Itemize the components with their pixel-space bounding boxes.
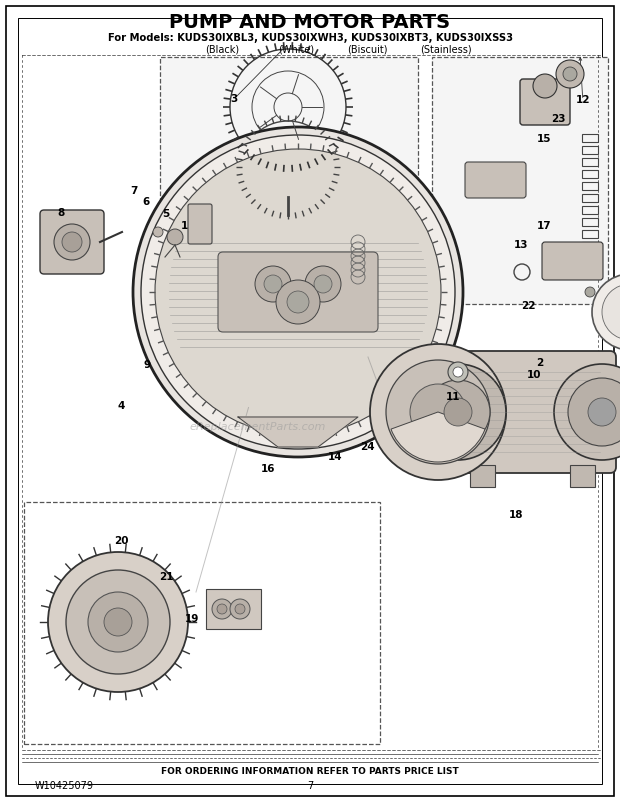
Circle shape [453,367,463,377]
FancyBboxPatch shape [40,210,104,274]
Text: 7: 7 [130,186,138,196]
Text: 13: 13 [513,240,528,249]
Text: (Stainless): (Stainless) [420,45,472,55]
Text: 11: 11 [445,392,460,402]
Bar [582,242,598,250]
Bar [582,134,598,142]
Circle shape [62,232,82,252]
Text: 22: 22 [521,302,536,311]
Bar [470,465,495,487]
Bar [582,230,598,238]
Bar [582,218,598,226]
Circle shape [592,274,620,350]
Bar [280,212,296,222]
Circle shape [386,360,490,464]
Text: 23: 23 [551,114,565,124]
Text: 12: 12 [575,95,590,105]
Circle shape [212,599,232,619]
FancyBboxPatch shape [542,242,603,280]
Bar [582,182,598,190]
Circle shape [588,398,616,426]
Bar [160,57,418,202]
Circle shape [370,344,506,480]
Text: For Models: KUDS30IXBL3, KUDS30IXWH3, KUDS30IXBT3, KUDS30IXSS3: For Models: KUDS30IXBL3, KUDS30IXWH3, KU… [107,33,513,43]
Text: 16: 16 [260,464,275,474]
Circle shape [230,599,250,619]
Circle shape [554,364,620,460]
Bar [206,589,261,629]
Circle shape [155,149,441,435]
Circle shape [264,275,282,293]
Circle shape [287,291,309,313]
Text: (Biscuit): (Biscuit) [347,45,388,55]
Text: 2: 2 [536,358,543,367]
Circle shape [410,384,466,440]
Circle shape [104,608,132,636]
Circle shape [533,74,557,98]
Circle shape [141,135,455,449]
FancyBboxPatch shape [263,148,313,186]
Bar [582,194,598,202]
Circle shape [563,67,577,81]
Text: FOR ORDERING INFORMATION REFER TO PARTS PRICE LIST: FOR ORDERING INFORMATION REFER TO PARTS … [161,768,459,776]
Text: 4: 4 [117,401,125,411]
Wedge shape [391,412,485,462]
Text: 8: 8 [57,209,64,218]
Circle shape [556,60,584,88]
Text: 24: 24 [360,442,374,452]
Circle shape [426,380,490,444]
Text: 10: 10 [527,371,542,380]
Bar [582,206,598,214]
Circle shape [305,266,341,302]
Text: 5: 5 [162,209,170,219]
Circle shape [235,604,245,614]
Circle shape [153,227,163,237]
Circle shape [410,364,506,460]
Text: PUMP AND MOTOR PARTS: PUMP AND MOTOR PARTS [169,13,451,31]
FancyBboxPatch shape [465,162,526,198]
Text: 17: 17 [537,221,552,231]
Text: 7: 7 [307,781,313,791]
Text: 6: 6 [142,197,149,207]
Text: 14: 14 [327,452,342,462]
Circle shape [585,287,595,297]
Circle shape [602,284,620,340]
Circle shape [314,275,332,293]
Circle shape [448,362,468,382]
Text: 1: 1 [181,221,188,231]
Text: 21: 21 [159,573,174,582]
FancyBboxPatch shape [218,252,378,332]
Bar [432,57,608,304]
Circle shape [133,127,463,457]
Text: eReplacementParts.com: eReplacementParts.com [189,422,326,431]
Circle shape [276,280,320,324]
Circle shape [88,592,148,652]
Circle shape [48,552,188,692]
Bar [582,170,598,178]
Circle shape [54,224,90,260]
Text: 9: 9 [144,360,151,370]
Text: 3: 3 [231,94,238,103]
FancyBboxPatch shape [520,79,570,125]
Bar [24,502,380,744]
Bar [582,146,598,154]
Text: 20: 20 [113,537,128,546]
Text: 18: 18 [508,510,523,520]
FancyBboxPatch shape [188,204,212,244]
Bar [570,465,595,487]
Text: 15: 15 [537,134,552,144]
Circle shape [255,266,291,302]
Bar [582,158,598,166]
Text: 19: 19 [185,614,200,624]
Circle shape [568,378,620,446]
Circle shape [444,398,472,426]
Text: W10425079: W10425079 [35,781,94,791]
FancyBboxPatch shape [444,351,616,473]
Circle shape [66,570,170,674]
Circle shape [217,604,227,614]
Circle shape [167,229,183,245]
Polygon shape [238,417,358,447]
Text: (Black): (Black) [205,45,239,55]
Text: (White): (White) [278,45,314,55]
